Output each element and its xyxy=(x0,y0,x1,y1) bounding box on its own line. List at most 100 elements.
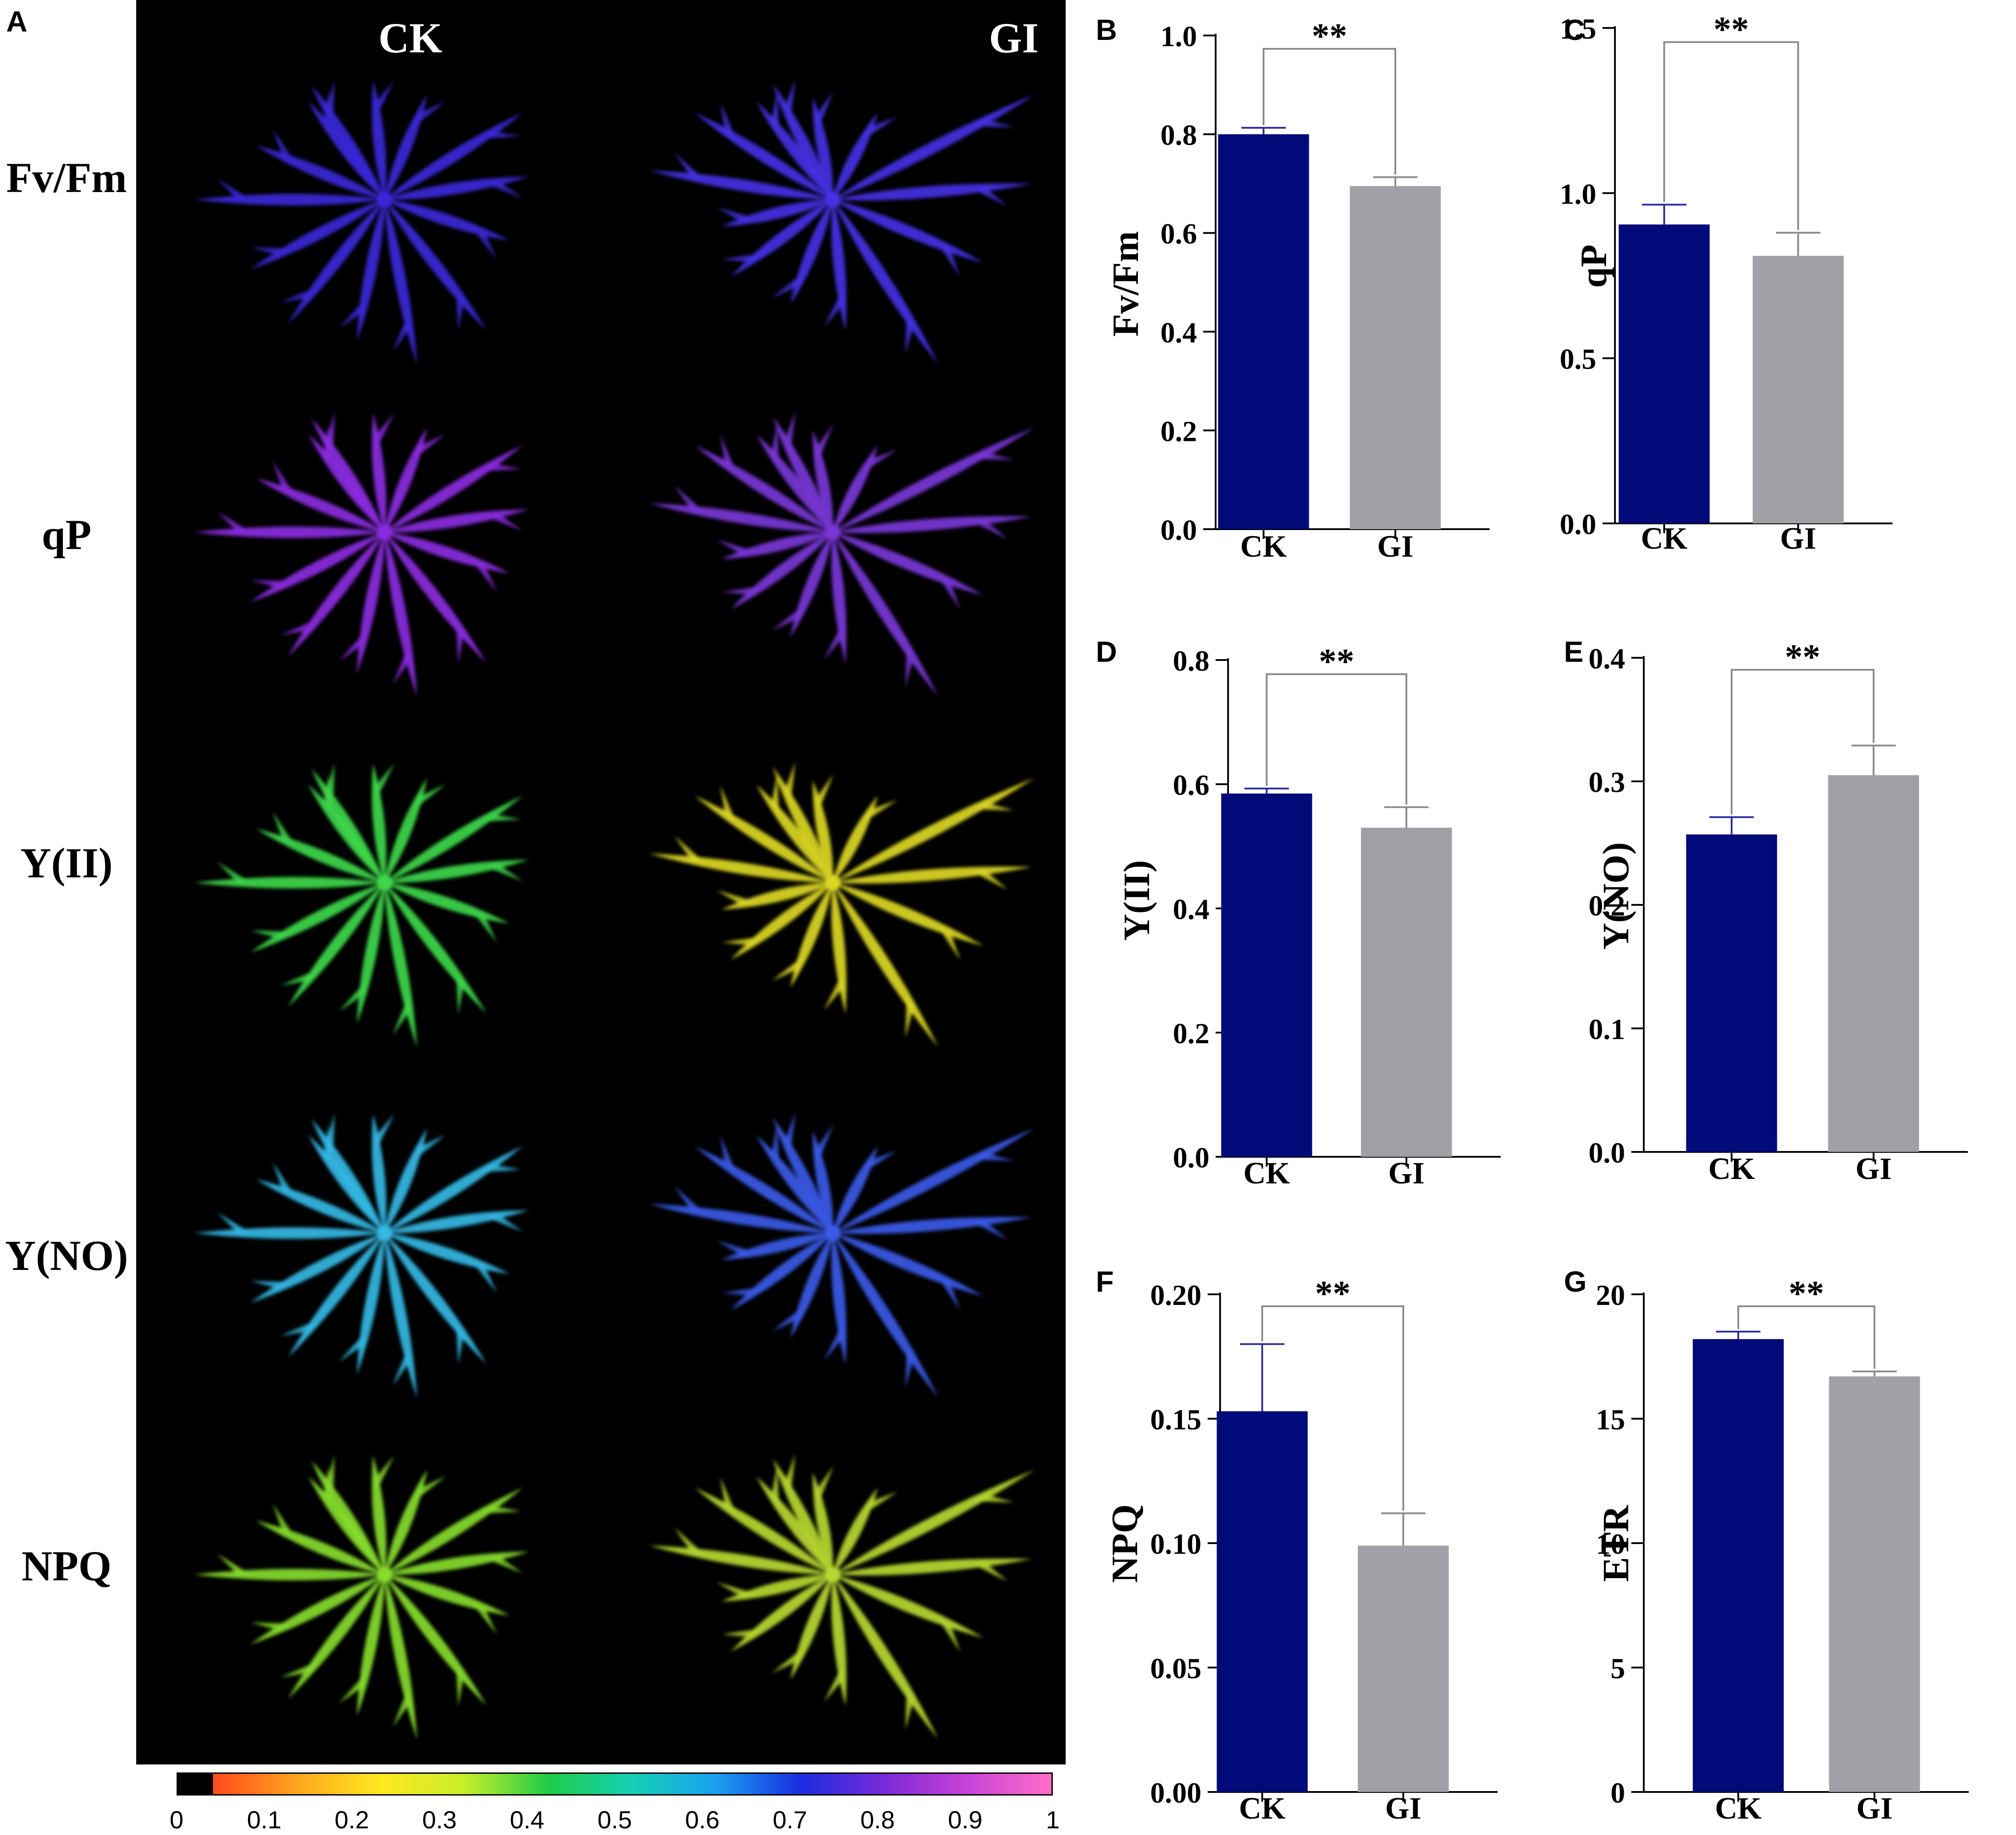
leaf xyxy=(649,503,833,532)
plant-gi-5 xyxy=(649,1454,1035,1739)
y-tick-label: 15 xyxy=(1596,1404,1625,1436)
panel-letter: E xyxy=(1564,635,1583,668)
y-tick-label: 0.0 xyxy=(1589,1137,1626,1169)
leaf xyxy=(833,1558,1032,1576)
panel-letter: G xyxy=(1564,1265,1587,1298)
colorbar xyxy=(177,1772,1053,1796)
leaf xyxy=(372,80,386,200)
significance-bracket xyxy=(1266,673,1407,805)
leaf xyxy=(694,1146,833,1233)
y-tick-label: 0.1 xyxy=(1589,1014,1626,1046)
leaf-lobe xyxy=(472,561,497,593)
leaf xyxy=(756,434,833,532)
bar-gi xyxy=(1828,775,1919,1152)
leaf xyxy=(833,1217,1032,1234)
significance-label: ** xyxy=(1315,1274,1351,1313)
leaf-lobe xyxy=(272,1503,295,1537)
leaf-lobe xyxy=(485,864,523,881)
leaf xyxy=(372,1114,386,1233)
fluorescence-image-panel xyxy=(136,0,1066,1764)
leaf-lobe xyxy=(375,80,394,116)
leaf-lobe xyxy=(938,1277,961,1311)
significance-label: ** xyxy=(1319,642,1354,681)
x-tick-label: CK xyxy=(1239,1792,1286,1826)
plant-ck-1 xyxy=(194,79,529,365)
y-axis-label: Y(II) xyxy=(1116,860,1158,941)
leaf-lobe xyxy=(722,586,762,595)
plant-gi-1 xyxy=(649,79,1035,364)
leaf-lobe xyxy=(472,1603,497,1635)
plant-center xyxy=(825,1225,841,1241)
leaf xyxy=(756,784,833,883)
y-tick-label: 0.3 xyxy=(1589,766,1626,799)
leaf xyxy=(385,1233,417,1399)
leaf-lobe xyxy=(375,1114,394,1150)
leaf xyxy=(256,1179,385,1233)
x-tick-label: CK xyxy=(1715,1792,1762,1826)
leaf-lobe xyxy=(972,870,1008,890)
leaf-lobe xyxy=(972,1221,1008,1240)
leaf xyxy=(694,795,833,883)
y-tick-label: 0 xyxy=(1610,1777,1625,1809)
y-tick-label: 1.0 xyxy=(1161,20,1197,53)
leaf-lobe xyxy=(472,228,497,260)
leaf xyxy=(772,1458,833,1575)
colorbar-tick-label: 0.6 xyxy=(685,1806,720,1834)
leaf-lobe xyxy=(972,1562,1008,1582)
leaf xyxy=(831,1575,847,1706)
column-label-ck: CK xyxy=(378,14,442,62)
leaf xyxy=(385,1233,510,1274)
leaf-lobe xyxy=(722,253,762,262)
leaf xyxy=(694,112,833,200)
row-label-yno: Y(NO) xyxy=(5,1232,128,1279)
leaf-lobe xyxy=(393,1348,410,1386)
row-label-yii: Y(II) xyxy=(20,839,113,887)
leaf-lobe xyxy=(217,1553,251,1575)
leaf-lobe xyxy=(323,91,331,131)
leaf-lobe xyxy=(816,1466,834,1503)
leaf-lobe xyxy=(481,131,521,139)
leaf-lobe xyxy=(720,435,736,472)
leaf-lobe xyxy=(217,861,251,883)
leaf xyxy=(256,145,385,200)
colorbar-tick-label: 1 xyxy=(1046,1806,1060,1834)
leaf-lobe xyxy=(816,1124,834,1162)
leaf-lobe xyxy=(772,1306,803,1332)
leaf xyxy=(385,1575,417,1740)
leaf-lobe xyxy=(785,411,795,452)
leaf-lobe xyxy=(323,1466,331,1506)
significance-bracket xyxy=(1263,48,1396,175)
bar-ck xyxy=(1221,794,1312,1157)
leaf-lobe xyxy=(974,1153,1014,1161)
leaf xyxy=(649,1204,833,1233)
leaf-lobe xyxy=(716,1582,755,1597)
leaf-lobe xyxy=(414,1476,446,1501)
leaf-lobe xyxy=(722,1287,762,1296)
x-tick-label: GI xyxy=(1388,1156,1425,1191)
plant-ck-5 xyxy=(194,1454,529,1740)
leaf xyxy=(308,1135,385,1233)
y-axis-label: qP xyxy=(1573,244,1614,288)
leaf xyxy=(308,101,385,200)
leaf-lobe xyxy=(974,119,1014,128)
leaf-lobe xyxy=(785,1454,795,1494)
leaf-lobe xyxy=(485,514,523,531)
leaf-lobe xyxy=(375,763,394,799)
leaf-lobe xyxy=(674,836,705,863)
y-tick-label: 0.00 xyxy=(1150,1777,1202,1809)
y-tick-label: 0.05 xyxy=(1150,1653,1202,1685)
leaf xyxy=(308,784,385,883)
leaf-lobe xyxy=(250,580,291,588)
column-label-gi: GI xyxy=(989,14,1039,62)
bar-ck xyxy=(1618,224,1710,523)
significance-bracket xyxy=(1737,1305,1875,1369)
chart-panel-c: C 0.0 0.5 1.0 1.5 qP CK GI ** xyxy=(1560,10,1893,556)
leaf-lobe xyxy=(272,461,295,495)
leaf-lobe xyxy=(772,1648,803,1673)
leaf xyxy=(812,1472,833,1575)
leaf-lobe xyxy=(472,1261,497,1293)
leaf-lobe xyxy=(905,1690,914,1730)
leaf-lobe xyxy=(674,485,705,512)
y-tick-label: 0.2 xyxy=(1173,1018,1210,1050)
